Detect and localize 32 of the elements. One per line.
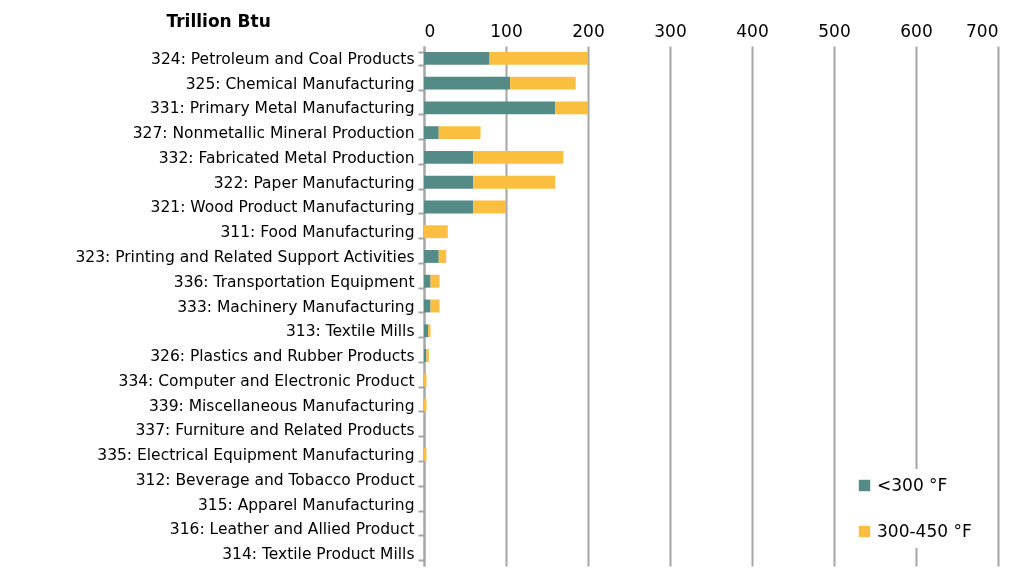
y-tick-label: 323: Printing and Related Support Activities	[75, 247, 415, 266]
x-axis-title: Trillion Btu	[166, 10, 271, 31]
y-tick-label: 337: Furniture and Related Products	[135, 421, 415, 440]
y-tick-label: 313: Textile Mills	[285, 322, 415, 341]
x-tick-label: 100	[490, 20, 523, 41]
y-tick-label: 322: Paper Manufacturing	[213, 173, 415, 192]
x-tick-label: 200	[572, 20, 605, 41]
y-tick-label: 314: Textile Product Mills	[222, 545, 415, 564]
y-tick-label: 331: Primary Metal Manufacturing	[149, 99, 415, 118]
x-tick-label: 300	[654, 20, 687, 41]
y-tick-label: 335: Electrical Equipment Manufacturing	[97, 446, 415, 465]
y-tick-label: 326: Plastics and Rubber Products	[150, 347, 415, 366]
legend-label: 300-450 °F	[877, 520, 972, 541]
y-tick-label: 336: Transportation Equipment	[173, 272, 415, 291]
x-tick-label: 700	[966, 20, 999, 41]
y-tick-label: 316: Leather and Allied Product	[169, 520, 415, 539]
y-tick-label: 315: Apparel Manufacturing	[197, 495, 415, 514]
y-tick-label: 311: Food Manufacturing	[220, 223, 415, 242]
x-tick-label: 400	[736, 20, 769, 41]
y-tick-label: 325: Chemical Manufacturing	[185, 74, 415, 93]
y-tick-label: 327: Nonmetallic Mineral Production	[132, 124, 415, 143]
y-tick-label: 324: Petroleum and Coal Products	[151, 49, 415, 68]
y-tick-label: 334: Computer and Electronic Product	[118, 371, 415, 390]
y-tick-label: 339: Miscellaneous Manufacturing	[148, 396, 415, 415]
x-tick-label: 0	[424, 20, 436, 41]
y-tick-label: 333: Machinery Manufacturing	[177, 297, 415, 316]
legend-label: <300 °F	[877, 474, 948, 495]
y-tick-label: 332: Fabricated Metal Production	[158, 148, 415, 167]
y-tick-label: 312: Beverage and Tobacco Product	[135, 470, 415, 489]
y-tick-label: 321: Wood Product Manufacturing	[150, 198, 415, 217]
x-tick-label: 600	[900, 20, 933, 41]
x-tick-label: 500	[818, 20, 851, 41]
